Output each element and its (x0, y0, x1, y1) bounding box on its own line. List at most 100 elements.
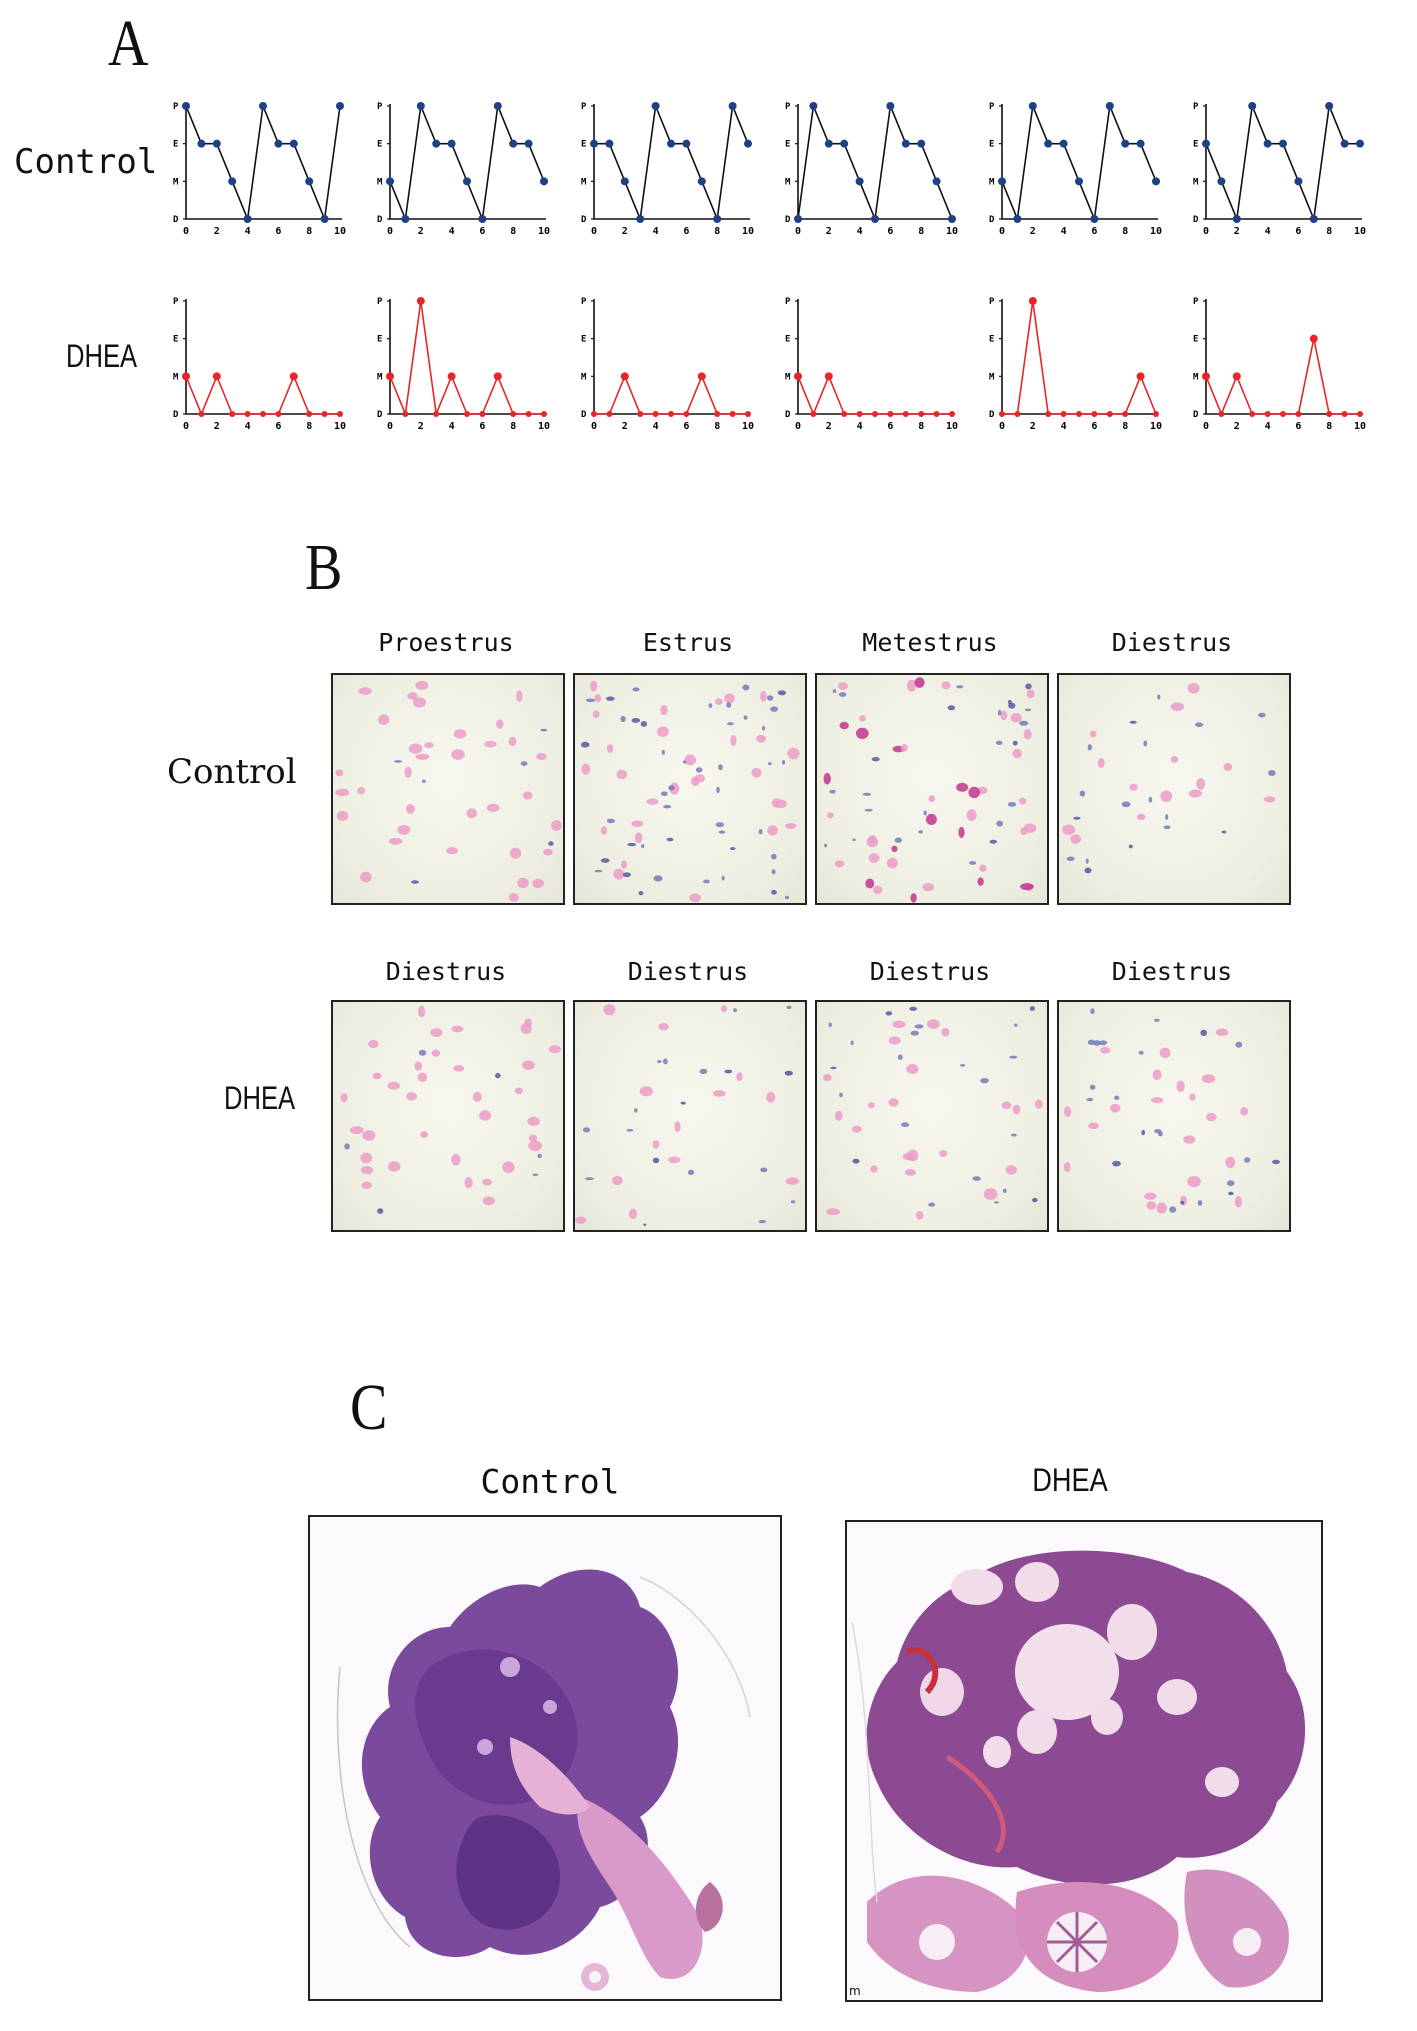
pink-cell (417, 1072, 428, 1082)
y-tick-label: P (785, 297, 791, 307)
pink-cell (621, 860, 627, 869)
data-point (855, 177, 864, 186)
series-line (797, 102, 953, 223)
pink-cell (406, 804, 415, 814)
blue-cell (600, 858, 610, 863)
data-point (464, 411, 470, 417)
pink-cell (592, 710, 600, 718)
pink-cell (1000, 710, 1008, 721)
pink-cell (785, 1177, 800, 1185)
series-line (1205, 102, 1360, 223)
y-tick-label: D (785, 410, 791, 420)
pink-cell (1225, 1156, 1236, 1169)
y-tick-label: M (173, 372, 179, 382)
blue-cell (580, 741, 590, 748)
data-point (605, 139, 614, 148)
panel-a-label: A (108, 7, 149, 80)
data-point (260, 411, 266, 417)
data-point (336, 102, 344, 110)
blue-cell (682, 760, 687, 764)
pink-cell (522, 1060, 535, 1070)
pink-cell (466, 808, 477, 819)
data-point (1076, 411, 1082, 417)
series-line (1002, 300, 1157, 415)
series-line (185, 102, 341, 223)
y-tick-label: M (989, 372, 995, 382)
data-point (1232, 372, 1241, 381)
pink-cell (358, 687, 372, 695)
blue-cell (1121, 801, 1131, 808)
blue-cell (652, 1157, 660, 1164)
pink-cell (1100, 1047, 1111, 1054)
data-point (652, 411, 659, 417)
blue-cell (768, 762, 772, 766)
blue-cell (1197, 1200, 1203, 1206)
blue-cell (520, 761, 528, 766)
pink-cell (892, 1020, 906, 1029)
blue-cell (760, 1167, 768, 1173)
x-tick-label: 0 (795, 226, 801, 237)
blue-cell (766, 695, 774, 701)
y-tick-label: E (173, 140, 178, 150)
data-point (728, 102, 737, 110)
pink-cell (1170, 702, 1184, 712)
plot-axes (797, 299, 954, 415)
data-point (243, 215, 252, 223)
pink-cell (1170, 756, 1179, 763)
y-tick-label: M (1193, 177, 1199, 187)
pink-cell (1234, 1196, 1243, 1208)
panel-b-control-label: Control (167, 752, 297, 792)
blue-cell (663, 805, 672, 809)
data-point (998, 177, 1006, 186)
x-tick-label: 2 (1234, 226, 1240, 237)
pink-cell (387, 1081, 400, 1090)
data-point (1202, 372, 1210, 381)
y-tick-label: E (1193, 335, 1198, 345)
data-point (1357, 411, 1363, 417)
pink-cell (674, 1121, 681, 1133)
pink-cell (914, 677, 925, 688)
data-point (1152, 177, 1160, 186)
pink-cell (966, 809, 977, 822)
blue-cell (631, 718, 641, 723)
x-tick-label: 10 (742, 226, 754, 237)
blue-cell (771, 889, 777, 895)
data-point (714, 411, 721, 417)
x-tick-label: 8 (510, 421, 516, 432)
data-point (212, 372, 221, 381)
blue-cell (663, 1058, 668, 1065)
pink-cell (910, 893, 917, 903)
pink-cell (756, 734, 766, 743)
blue-cell (1019, 720, 1029, 726)
pink-cell (657, 726, 669, 737)
pink-cell (451, 1153, 461, 1166)
pink-cell (536, 753, 547, 760)
data-point (259, 102, 267, 110)
control-cycle-plot-3: D M E P 0 2 4 6 8 10 (581, 102, 754, 237)
pink-cell (388, 837, 403, 845)
x-tick-label: 4 (653, 226, 659, 237)
pink-cell (1020, 827, 1028, 835)
blue-cell (660, 791, 668, 796)
data-point (510, 411, 517, 417)
pink-cell (378, 714, 390, 725)
blue-cell (680, 1101, 686, 1105)
blue-cell (785, 895, 789, 900)
pink-cell (420, 1131, 429, 1138)
blue-cell (721, 875, 725, 881)
pink-cell (482, 1178, 492, 1186)
blue-cell (1025, 683, 1032, 690)
blue-cell (394, 760, 402, 763)
pink-cell (1183, 1135, 1196, 1144)
stage-title-proestrus: Proestrus (378, 628, 514, 657)
panel-a-dhea-label: DHEA (66, 338, 138, 374)
y-tick-label: E (785, 140, 790, 150)
blue-cell (742, 684, 750, 691)
pink-cell (1001, 1101, 1012, 1110)
pink-cell (658, 1023, 669, 1031)
blue-cell (784, 1070, 793, 1076)
blue-cell (758, 1220, 767, 1224)
pink-cell (362, 1130, 376, 1141)
y-tick-label: P (377, 102, 383, 112)
pink-cell (1034, 1099, 1043, 1109)
